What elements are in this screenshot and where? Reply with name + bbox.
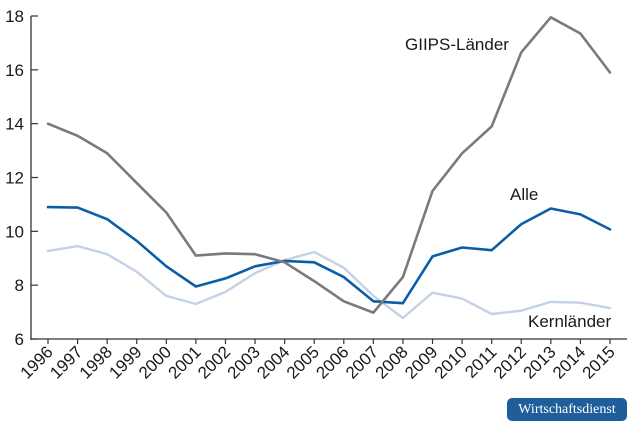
y-tick-label: 8 [15,276,24,295]
series-label-1: Alle [510,185,538,204]
series-line-1 [46,205,612,305]
x-tick-label: 2007 [342,342,382,382]
series-line-2 [46,244,612,320]
x-tick-label: 2014 [549,342,589,382]
x-tick-label: 2001 [165,342,205,382]
x-tick-label: 2002 [194,342,234,382]
x-tick-label: 1997 [46,342,86,382]
y-tick-label: 14 [5,115,24,134]
x-tick-label: 2005 [283,342,323,382]
y-tick-label: 6 [15,330,24,349]
publisher-badge: Wirtschaftsdienst [507,398,627,421]
series-labels: GIIPS-Länder Alle Kernländer [405,35,612,331]
x-tick-label: 2004 [253,342,293,382]
series-line-0 [46,15,612,314]
y-tick-label: 18 [5,7,24,26]
x-tick-label: 2011 [461,342,500,381]
x-tick-label: 2013 [519,342,559,382]
y-tick-label: 16 [5,61,24,80]
x-tick-label: 2010 [431,342,471,382]
y-tick-label: 10 [5,222,24,241]
y-tick-label: 12 [5,169,24,188]
series-label-2: Kernländer [528,312,612,331]
x-tick-label: 2003 [224,342,264,382]
x-tick-label: 2006 [312,342,352,382]
x-tick-label: 1999 [105,342,145,382]
x-tick-label: 2012 [490,342,530,382]
x-tick-label: 2015 [579,342,619,382]
x-tick-label: 2008 [372,342,412,382]
x-tick-label: 1998 [76,342,116,382]
x-tick-label: 2000 [135,342,175,382]
series-label-0: GIIPS-Länder [405,35,509,54]
x-tick-label: 2009 [401,342,441,382]
series-group [46,15,612,320]
